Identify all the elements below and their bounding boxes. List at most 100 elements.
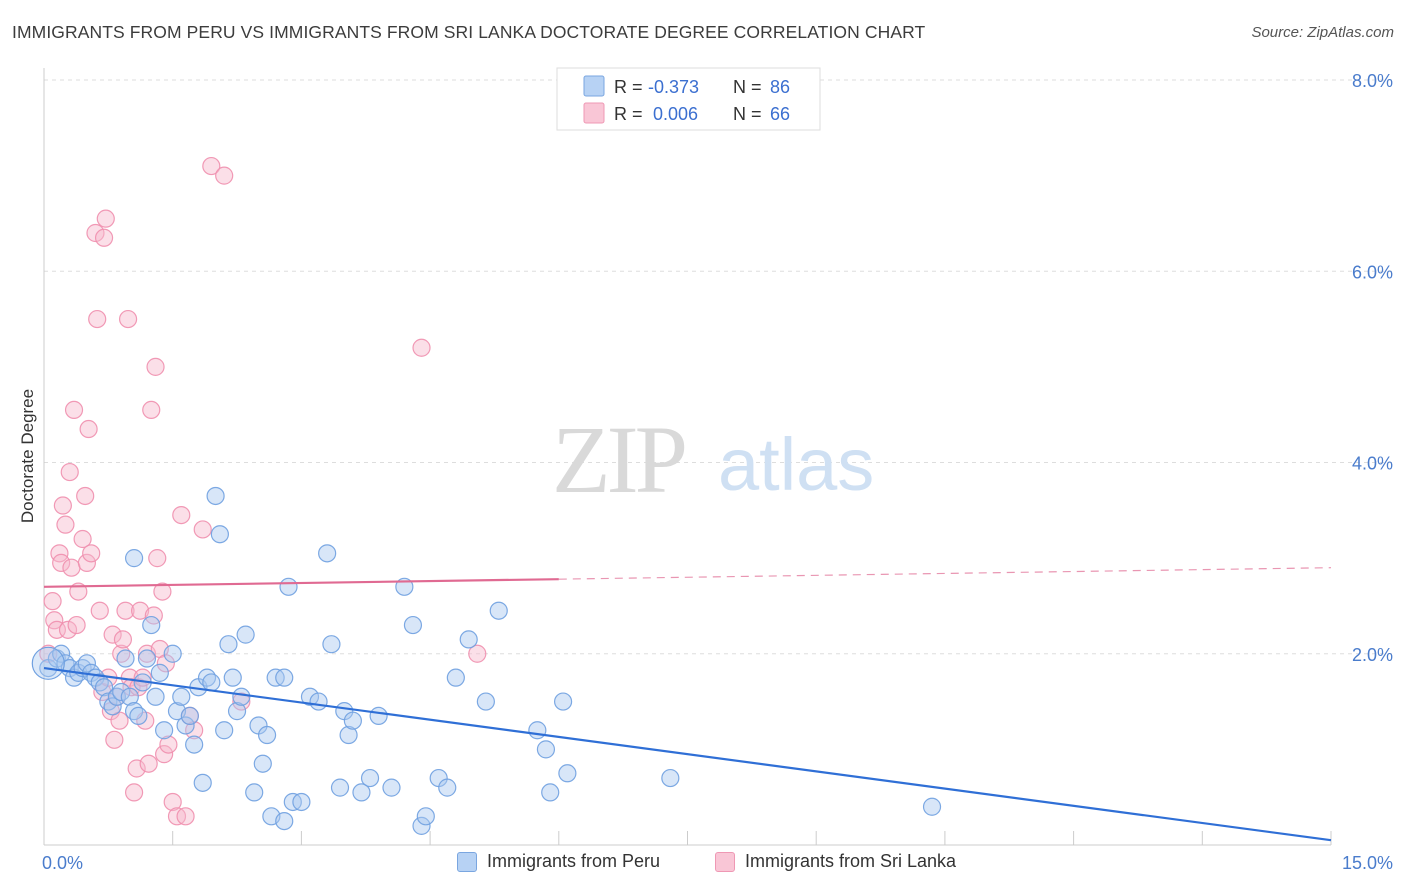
point-srilanka bbox=[185, 721, 204, 740]
point-srilanka bbox=[90, 601, 109, 620]
point-peru bbox=[180, 706, 199, 726]
point-peru bbox=[292, 792, 311, 812]
point-peru bbox=[558, 764, 577, 783]
point-peru bbox=[227, 702, 247, 721]
point-peru bbox=[257, 725, 277, 745]
legend-top: R = -0.373 N = 86 R = 0.006 N = 66 bbox=[556, 67, 821, 131]
point-srilanka bbox=[88, 309, 107, 329]
point-peru bbox=[528, 721, 547, 740]
point-peru bbox=[382, 778, 401, 797]
legend-bottom-item-peru: Immigrants from Peru bbox=[457, 851, 660, 872]
point-peru bbox=[536, 740, 556, 759]
point-peru bbox=[922, 797, 942, 816]
point-srilanka bbox=[156, 654, 175, 673]
point-peru bbox=[176, 716, 195, 735]
point-peru bbox=[193, 773, 212, 792]
point-peru bbox=[412, 816, 431, 835]
point-peru bbox=[416, 807, 435, 826]
point-peru bbox=[31, 646, 65, 680]
point-peru bbox=[318, 544, 337, 563]
point-peru bbox=[275, 811, 294, 831]
point-peru bbox=[185, 735, 204, 754]
point-peru bbox=[172, 687, 191, 706]
watermark-zip: ZIP bbox=[552, 406, 685, 513]
point-peru bbox=[661, 768, 680, 788]
point-peru bbox=[219, 635, 238, 654]
point-srilanka bbox=[43, 592, 62, 611]
point-srilanka bbox=[96, 209, 115, 228]
point-peru bbox=[150, 663, 169, 682]
point-srilanka bbox=[153, 582, 172, 601]
point-peru bbox=[541, 783, 560, 802]
point-srilanka bbox=[127, 759, 146, 778]
point-peru bbox=[343, 711, 362, 730]
point-peru bbox=[215, 721, 234, 740]
x-tick-label-start: 0.0% bbox=[42, 853, 83, 873]
point-peru bbox=[206, 486, 225, 506]
legend-r-value-peru: -0.373 bbox=[648, 77, 699, 97]
point-peru bbox=[489, 601, 508, 620]
point-peru bbox=[129, 706, 148, 726]
point-peru bbox=[112, 682, 131, 702]
point-peru bbox=[553, 692, 573, 711]
x-tick-labels: 0.0% 15.0% bbox=[42, 853, 1393, 873]
trend-line-srilanka bbox=[43, 578, 559, 588]
point-peru bbox=[403, 615, 423, 635]
y-tick-label: 2.0% bbox=[1352, 645, 1393, 665]
legend-swatch-peru bbox=[583, 75, 605, 97]
axes bbox=[43, 68, 1332, 846]
legend-swatch-srilanka bbox=[583, 102, 605, 124]
point-peru bbox=[459, 630, 478, 649]
point-peru bbox=[94, 678, 114, 697]
point-peru bbox=[232, 687, 251, 706]
point-srilanka bbox=[77, 553, 97, 573]
point-peru bbox=[103, 697, 122, 716]
point-srilanka bbox=[139, 754, 158, 773]
legend-r-value-srilanka: 0.006 bbox=[653, 104, 698, 124]
legend-n-value-peru: 86 bbox=[770, 77, 790, 97]
point-peru bbox=[116, 649, 135, 668]
point-srilanka bbox=[113, 630, 133, 649]
point-peru bbox=[223, 668, 242, 687]
legend-bottom: Immigrants from Peru Immigrants from Sri… bbox=[0, 851, 1406, 879]
point-srilanka bbox=[124, 783, 144, 802]
y-tick-label: 6.0% bbox=[1352, 262, 1393, 282]
point-peru bbox=[322, 635, 341, 654]
y-tick-label: 4.0% bbox=[1352, 454, 1393, 474]
legend-bottom-label-srilanka: Immigrants from Sri Lanka bbox=[745, 851, 957, 871]
trend-lines bbox=[43, 567, 1332, 842]
point-srilanka bbox=[215, 166, 234, 185]
legend-bottom-item-srilanka: Immigrants from Sri Lanka bbox=[715, 851, 956, 872]
point-peru bbox=[210, 525, 229, 544]
point-peru bbox=[279, 577, 298, 596]
series-peru-points bbox=[31, 486, 942, 835]
point-peru bbox=[245, 783, 264, 802]
point-srilanka bbox=[142, 400, 161, 420]
point-srilanka bbox=[118, 309, 138, 329]
point-srilanka bbox=[94, 228, 114, 247]
point-srilanka bbox=[79, 419, 98, 439]
point-peru bbox=[309, 692, 328, 711]
point-srilanka bbox=[64, 400, 84, 420]
point-srilanka bbox=[58, 620, 78, 639]
point-srilanka bbox=[202, 156, 221, 176]
point-srilanka bbox=[116, 601, 135, 620]
trend-line-peru bbox=[43, 667, 1332, 842]
point-peru bbox=[352, 783, 371, 802]
point-peru bbox=[300, 687, 320, 706]
point-srilanka bbox=[105, 730, 124, 749]
point-srilanka bbox=[155, 745, 174, 764]
point-peru bbox=[120, 687, 139, 706]
point-srilanka bbox=[412, 338, 431, 357]
point-peru bbox=[438, 778, 457, 797]
point-srilanka bbox=[60, 462, 79, 482]
point-srilanka bbox=[468, 644, 487, 663]
point-peru bbox=[137, 649, 157, 668]
point-peru bbox=[236, 625, 255, 644]
legend-r-label-peru: R = bbox=[614, 77, 643, 97]
y-tick-labels: 2.0% 4.0% 6.0% 8.0% bbox=[1352, 71, 1393, 665]
point-srilanka bbox=[62, 558, 81, 577]
point-peru bbox=[142, 615, 161, 635]
point-peru bbox=[163, 644, 182, 663]
